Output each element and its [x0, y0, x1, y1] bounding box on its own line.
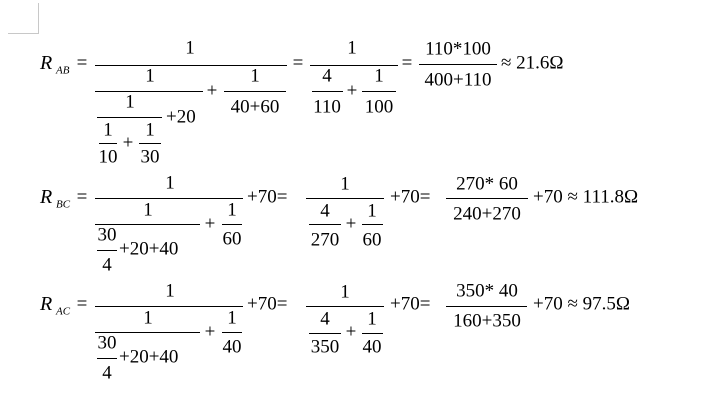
numerator: 1: [185, 37, 195, 59]
fraction-bar: [95, 224, 200, 225]
numerator: 1: [374, 65, 384, 87]
lhs-subscript: AC: [56, 305, 71, 318]
denominator: 350: [310, 336, 340, 358]
lhs-symbol: R: [40, 293, 53, 315]
fraction-bar: [446, 198, 528, 199]
numerator: 1: [367, 308, 377, 330]
denominator: 30: [140, 146, 160, 168]
result: +70 ≈ 111.8Ω: [533, 186, 639, 208]
denominator: 40: [222, 336, 242, 358]
denominator: 40: [362, 336, 382, 358]
numerator: 1: [165, 280, 175, 302]
denominator: 240+270: [453, 203, 521, 225]
fraction-bar: [362, 91, 396, 92]
denominator: 4: [102, 254, 112, 276]
numerator: 4: [320, 200, 330, 222]
term: +20+40: [119, 346, 179, 368]
numerator: 1: [143, 307, 153, 329]
equals: =: [76, 52, 88, 74]
plus: +: [122, 132, 134, 154]
term: +20+40: [119, 238, 179, 260]
fraction-bar: [95, 65, 287, 66]
numerator: 1: [340, 173, 350, 195]
fraction-bar: [309, 333, 341, 334]
denominator: 10: [98, 146, 118, 168]
denominator: 110: [313, 96, 341, 118]
fraction-bar: [95, 306, 243, 307]
numerator: 30: [97, 332, 117, 354]
numerator: 270* 60: [456, 173, 518, 195]
numerator: 30: [97, 224, 117, 246]
lhs-symbol: R: [40, 52, 53, 74]
fraction-bar: [95, 91, 203, 92]
denominator: 60: [362, 229, 382, 251]
numerator: 1: [367, 200, 377, 222]
term: +20: [166, 106, 196, 128]
fraction-bar: [99, 143, 117, 144]
fraction-bar: [310, 65, 398, 66]
denominator: 4: [102, 362, 112, 384]
lhs-subscript: AB: [56, 64, 70, 77]
equals: =: [292, 52, 304, 74]
fraction-bar: [306, 306, 384, 307]
corner-mark-horizontal: [8, 33, 39, 34]
denominator: 270: [310, 229, 340, 251]
fraction-bar: [419, 64, 497, 65]
corner-mark-vertical: [38, 3, 39, 33]
fraction-bar: [446, 306, 527, 307]
term: +70=: [390, 186, 431, 208]
numerator: 1: [145, 119, 155, 141]
lhs-symbol: R: [40, 186, 53, 208]
numerator: 1: [103, 119, 113, 141]
lhs-subscript: BC: [56, 198, 71, 211]
numerator: 1: [165, 172, 175, 194]
fraction-bar: [222, 332, 242, 333]
fraction-bar: [224, 91, 286, 92]
numerator: 350* 40: [456, 280, 518, 302]
fraction-bar: [97, 117, 162, 118]
numerator: 4: [322, 65, 332, 87]
fraction-bar: [222, 224, 242, 225]
numerator: 1: [227, 307, 237, 329]
fraction-bar: [362, 224, 383, 225]
fraction-bar: [309, 224, 341, 225]
denominator: 400+110: [424, 69, 492, 91]
numerator: 1: [227, 199, 237, 221]
numerator: 1: [340, 281, 350, 303]
numerator: 4: [320, 308, 330, 330]
numerator: 1: [143, 199, 153, 221]
numerator: 1: [250, 65, 260, 87]
denominator: 100: [364, 96, 394, 118]
term: +70=: [247, 186, 288, 208]
numerator: 1: [125, 91, 135, 113]
term: +70=: [390, 293, 431, 315]
equals: =: [76, 293, 88, 315]
term: +70=: [247, 293, 288, 315]
plus: +: [204, 213, 216, 235]
fraction-bar: [97, 358, 117, 359]
fraction-bar: [139, 143, 161, 144]
fraction-bar: [95, 198, 243, 199]
numerator: 1: [145, 65, 155, 87]
fraction-bar: [362, 333, 383, 334]
plus: +: [204, 321, 216, 343]
plus: +: [346, 80, 358, 102]
plus: +: [345, 213, 357, 235]
numerator: 1: [347, 37, 357, 59]
fraction-bar: [95, 332, 200, 333]
fraction-bar: [97, 250, 117, 251]
numerator: 110*100: [425, 38, 491, 60]
denominator: 60: [222, 228, 242, 250]
fraction-bar: [312, 91, 343, 92]
fraction-bar: [306, 198, 384, 199]
plus: +: [206, 80, 218, 102]
result: +70 ≈ 97.5Ω: [533, 293, 631, 315]
result: ≈ 21.6Ω: [501, 52, 564, 74]
denominator: 40+60: [230, 96, 280, 118]
denominator: 160+350: [453, 310, 521, 332]
plus: +: [345, 321, 357, 343]
equals: =: [401, 52, 413, 74]
equals: =: [76, 186, 88, 208]
